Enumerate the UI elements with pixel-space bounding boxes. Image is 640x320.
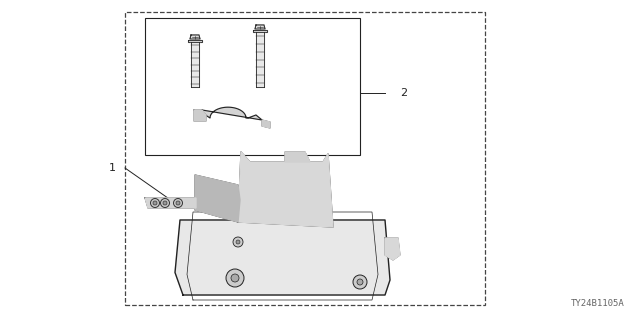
- Polygon shape: [195, 175, 240, 222]
- Bar: [145, 18, 360, 155]
- Text: 1: 1: [109, 163, 115, 173]
- Polygon shape: [255, 25, 265, 29]
- Text: 2: 2: [400, 88, 407, 98]
- Polygon shape: [175, 220, 390, 295]
- Circle shape: [150, 198, 159, 207]
- Polygon shape: [253, 30, 267, 32]
- Circle shape: [176, 201, 180, 205]
- Polygon shape: [191, 42, 199, 87]
- Circle shape: [236, 240, 240, 244]
- Polygon shape: [262, 120, 270, 128]
- Polygon shape: [194, 110, 206, 121]
- Circle shape: [226, 269, 244, 287]
- Circle shape: [357, 279, 363, 285]
- Polygon shape: [188, 40, 202, 42]
- Polygon shape: [145, 198, 196, 208]
- Circle shape: [173, 198, 182, 207]
- Text: TY24B1105A: TY24B1105A: [572, 299, 625, 308]
- Polygon shape: [190, 35, 200, 39]
- Polygon shape: [385, 238, 400, 260]
- Polygon shape: [285, 152, 310, 162]
- Circle shape: [233, 237, 243, 247]
- Circle shape: [163, 201, 167, 205]
- Bar: [125, 12, 485, 305]
- Polygon shape: [238, 152, 333, 227]
- Circle shape: [161, 198, 170, 207]
- Circle shape: [353, 275, 367, 289]
- Circle shape: [231, 274, 239, 282]
- Circle shape: [153, 201, 157, 205]
- Polygon shape: [202, 107, 262, 120]
- Polygon shape: [256, 32, 264, 87]
